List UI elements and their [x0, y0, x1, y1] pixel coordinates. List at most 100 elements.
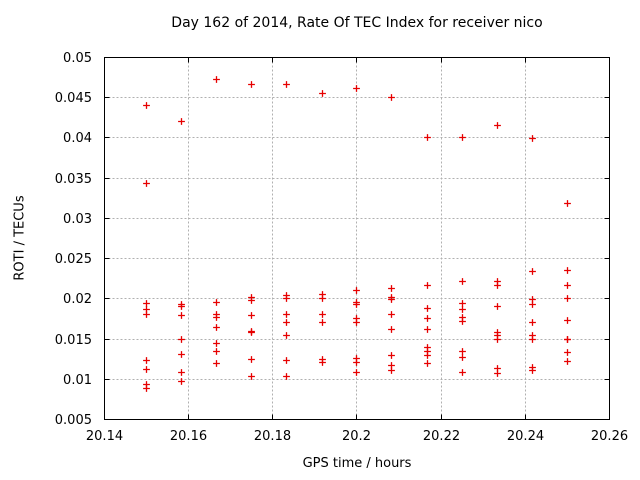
y-tick-label: 0.035 — [55, 172, 92, 187]
data-point-marker — [529, 135, 536, 142]
y-axis-label: ROTI / TECUs — [12, 195, 28, 281]
data-point-marker — [353, 301, 360, 308]
x-tick-label: 20.14 — [86, 429, 123, 444]
y-tick-label: 0.04 — [63, 131, 92, 146]
y-tick-label: 0.05 — [63, 51, 92, 66]
data-point-marker — [143, 366, 150, 373]
data-point-marker — [564, 358, 571, 365]
data-point-marker — [213, 299, 220, 306]
data-point-marker — [319, 311, 326, 318]
data-point-marker — [353, 287, 360, 294]
data-point-marker — [248, 81, 255, 88]
data-point-marker — [459, 134, 466, 141]
data-point-marker — [388, 311, 395, 318]
y-tick-label: 0.02 — [63, 292, 92, 307]
data-point-marker — [178, 351, 185, 358]
chart-title: Day 162 of 2014, Rate Of TEC Index for r… — [171, 15, 543, 31]
data-point-marker — [283, 81, 290, 88]
data-point-marker — [143, 311, 150, 318]
data-point-marker — [424, 134, 431, 141]
y-tick-label: 0.015 — [55, 333, 92, 348]
data-point-marker — [353, 359, 360, 366]
data-point-marker — [353, 85, 360, 92]
data-point-marker — [213, 340, 220, 347]
data-point-marker — [494, 282, 501, 289]
x-axis-label: GPS time / hours — [302, 456, 412, 471]
data-point-marker — [564, 295, 571, 302]
data-point-marker — [143, 357, 150, 364]
data-point-marker — [424, 305, 431, 312]
data-point-marker — [178, 312, 185, 319]
data-point-marker — [529, 336, 536, 343]
data-point-marker — [459, 306, 466, 313]
data-point-marker — [388, 285, 395, 292]
data-point-marker — [283, 311, 290, 318]
data-point-marker — [143, 385, 150, 392]
data-point-marker — [283, 319, 290, 326]
y-tick-label: 0.005 — [55, 413, 92, 428]
y-tick-label: 0.045 — [55, 91, 92, 106]
data-point-marker — [248, 373, 255, 380]
data-point-marker — [178, 378, 185, 385]
data-point-marker — [178, 336, 185, 343]
data-point-marker — [213, 76, 220, 83]
data-point-marker — [283, 332, 290, 339]
data-point-marker — [529, 268, 536, 275]
data-point-marker — [283, 357, 290, 364]
data-point-marker — [564, 200, 571, 207]
data-point-marker — [564, 349, 571, 356]
data-point-marker — [529, 367, 536, 374]
data-point-marker — [178, 303, 185, 310]
data-point-marker — [143, 102, 150, 109]
data-point-marker — [494, 122, 501, 129]
data-point-marker — [459, 354, 466, 361]
data-point-marker — [388, 94, 395, 101]
data-point-marker — [424, 352, 431, 359]
data-point-marker — [388, 352, 395, 359]
data-point-marker — [459, 300, 466, 307]
data-point-marker — [213, 360, 220, 367]
data-point-marker — [529, 319, 536, 326]
data-point-marker — [143, 300, 150, 307]
x-tick-label: 20.22 — [423, 429, 460, 444]
data-point-marker — [564, 267, 571, 274]
data-point-marker — [494, 370, 501, 377]
data-point-marker — [143, 180, 150, 187]
data-point-marker — [424, 360, 431, 367]
y-tick-label: 0.03 — [63, 212, 92, 227]
x-tick-label: 20.2 — [342, 429, 371, 444]
data-point-marker — [494, 303, 501, 310]
data-point-marker — [213, 348, 220, 355]
data-point-marker — [459, 278, 466, 285]
y-tick-label: 0.01 — [63, 373, 92, 388]
data-point-marker — [178, 118, 185, 125]
x-tick-label: 20.24 — [507, 429, 544, 444]
data-point-marker — [424, 326, 431, 333]
data-point-marker — [213, 324, 220, 331]
data-point-marker — [178, 369, 185, 376]
data-point-marker — [319, 319, 326, 326]
data-point-marker — [319, 359, 326, 366]
data-point-marker — [248, 312, 255, 319]
data-point-marker — [319, 295, 326, 302]
data-point-marker — [388, 367, 395, 374]
x-tick-label: 20.16 — [170, 429, 207, 444]
data-point-marker — [459, 369, 466, 376]
data-point-marker — [529, 301, 536, 308]
data-point-marker — [283, 295, 290, 302]
data-point-marker — [248, 329, 255, 336]
data-point-marker — [564, 317, 571, 324]
data-point-marker — [248, 356, 255, 363]
data-point-marker — [459, 318, 466, 325]
x-tick-label: 20.18 — [254, 429, 291, 444]
data-point-marker — [248, 297, 255, 304]
data-point-marker — [353, 369, 360, 376]
data-point-marker — [424, 315, 431, 322]
data-point-marker — [564, 282, 571, 289]
data-point-marker — [388, 296, 395, 303]
data-point-marker — [319, 90, 326, 97]
data-point-marker — [494, 336, 501, 343]
data-point-marker — [564, 336, 571, 343]
